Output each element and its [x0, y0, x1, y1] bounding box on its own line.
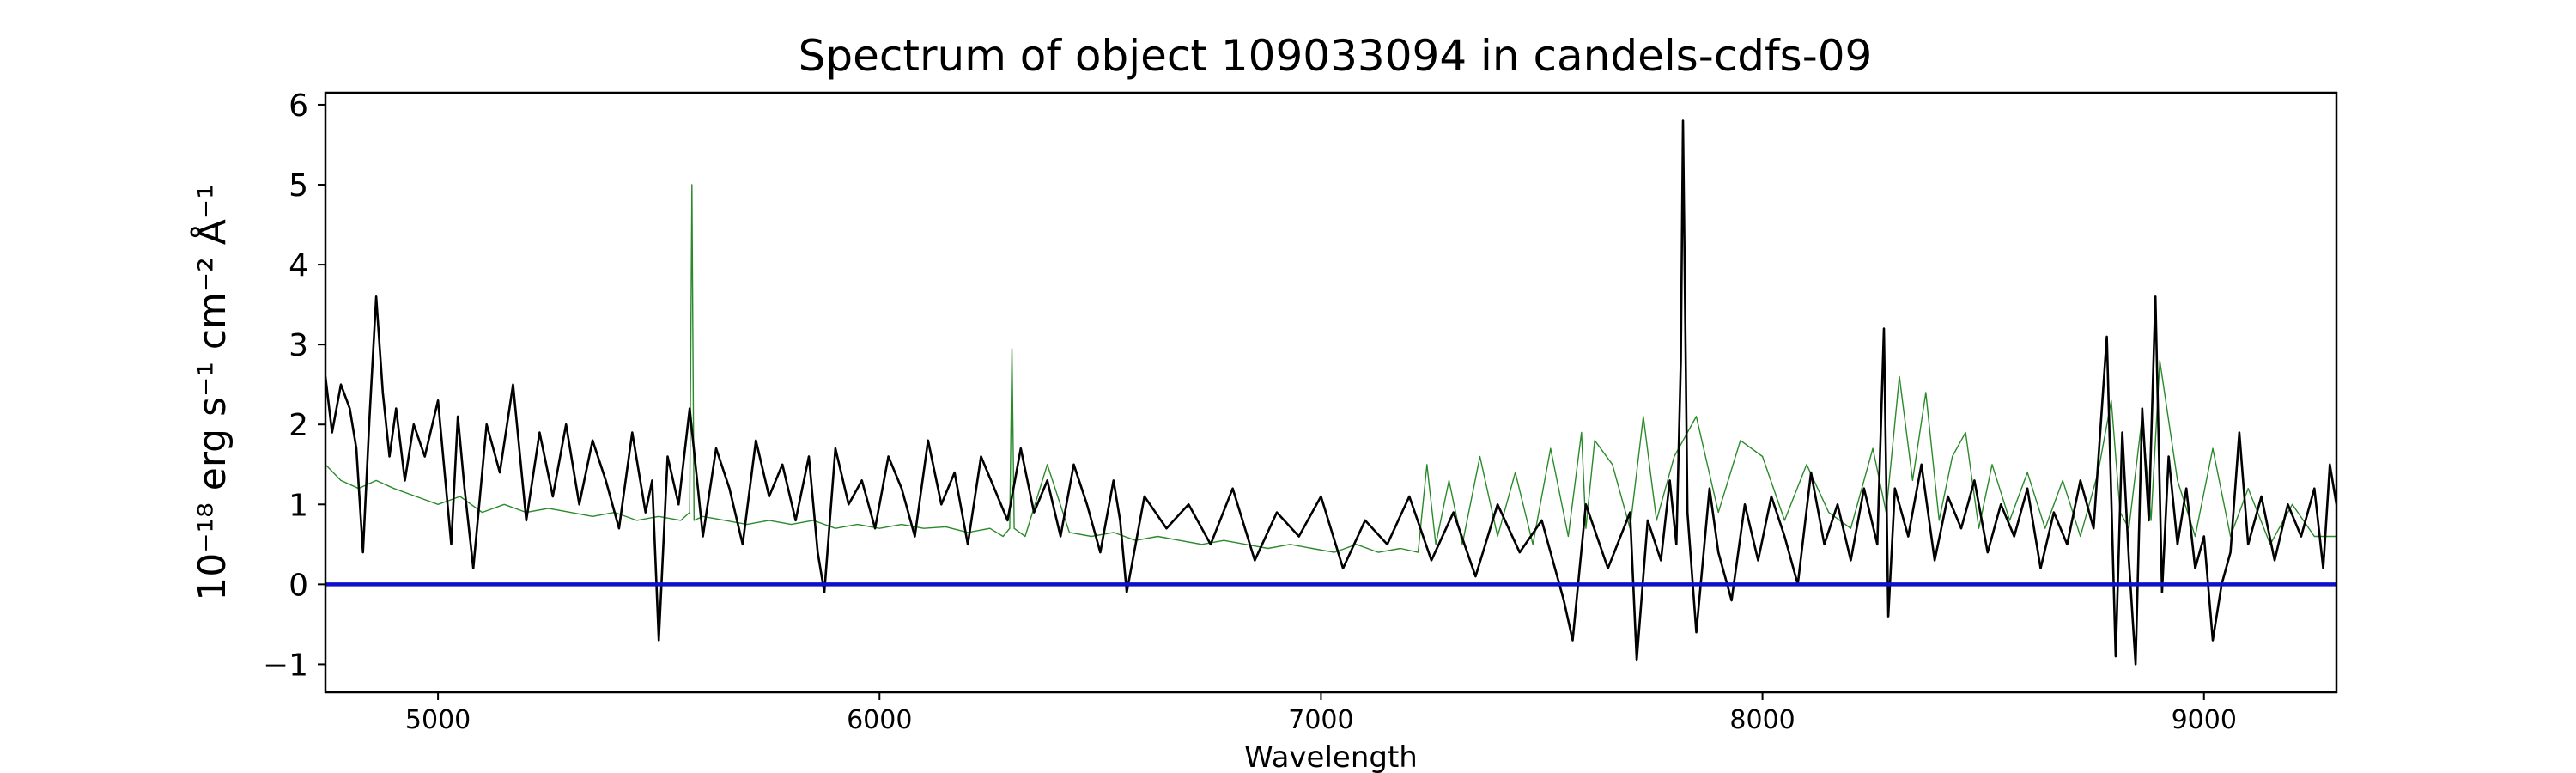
x-tick-label: 6000: [847, 705, 912, 735]
plot-area: 5000 6000 7000 8000 9000 −1 0 1 2 3 4 5 6: [263, 88, 2338, 735]
x-tick-label: 9000: [2172, 705, 2237, 735]
noise-series-line: [325, 184, 2336, 553]
y-tick-label: 4: [289, 248, 308, 283]
y-axis-label: 10⁻¹⁸ erg s⁻¹ cm⁻² Å⁻¹: [189, 184, 234, 600]
x-axis-label: Wavelength: [1244, 740, 1418, 773]
y-tick-label: 2: [289, 408, 308, 443]
y-tick-label: 1: [289, 488, 308, 523]
chart-title: Spectrum of object 109033094 in candels-…: [799, 31, 1873, 81]
y-tick-label: 3: [289, 328, 308, 363]
y-tick-label: −1: [263, 648, 308, 683]
plot-frame: [324, 91, 2338, 694]
flux-series-line: [325, 119, 2336, 666]
x-tick-label: 5000: [405, 705, 471, 735]
y-tick-label: 5: [289, 168, 308, 204]
x-axis: 5000 6000 7000 8000 9000: [405, 692, 2237, 735]
x-tick-label: 7000: [1288, 705, 1353, 735]
y-tick-label: 6: [289, 88, 308, 124]
y-tick-label: 0: [289, 568, 308, 603]
y-axis: −1 0 1 2 3 4 5 6: [263, 88, 325, 683]
x-tick-label: 8000: [1729, 705, 1795, 735]
series-layer: [325, 119, 2336, 666]
